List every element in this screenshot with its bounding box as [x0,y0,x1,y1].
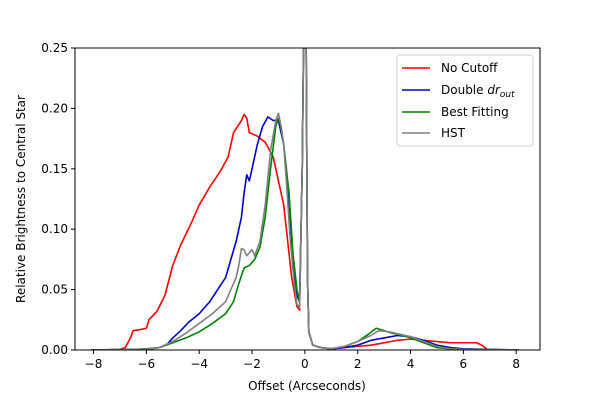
legend-label-no-cutoff: No Cutoff [441,61,498,75]
series-layer [90,48,519,350]
x-tick-label: 6 [460,357,468,371]
y-tick-label: 0.25 [41,41,68,55]
legend-label-hst: HST [441,126,466,140]
y-tick-label: 0.15 [41,162,68,176]
x-axis-title: Offset (Arcseconds) [248,379,366,393]
x-tick-label: −6 [137,357,155,371]
x-tick-label: −8 [85,357,103,371]
y-axis-title: Relative Brightness to Central Star [14,95,28,303]
legend: No Cutoff Double drout Best Fitting HST [396,54,534,147]
legend-label-best-fitting: Best Fitting [441,105,509,119]
plot-frame [74,47,541,351]
legend-box [396,54,534,147]
x-tick-label: −2 [243,357,261,371]
y-tick-label: 0.10 [41,222,68,236]
legend-label-double-sub: out [500,90,515,100]
x-axis: −8 −6 −4 −2 0 2 4 6 8 [85,350,520,371]
x-tick-label: −4 [190,357,208,371]
legend-label-double-dr-out: Double drout [441,83,515,100]
y-tick-label: 0.05 [41,283,68,297]
x-tick-label: 2 [354,357,362,371]
x-tick-label: 8 [512,357,520,371]
y-tick-label: 0.20 [41,101,68,115]
legend-label-double-var: dr [487,83,501,97]
legend-label-double-main: Double [441,83,487,97]
x-tick-label: 0 [301,357,309,371]
x-tick-label: 4 [407,357,415,371]
y-tick-label: 0.00 [41,343,68,357]
series-line-no-cutoff [90,48,519,350]
series-line-hst [90,48,519,350]
y-axis: 0.00 0.05 0.10 0.15 0.20 0.25 [41,41,75,357]
